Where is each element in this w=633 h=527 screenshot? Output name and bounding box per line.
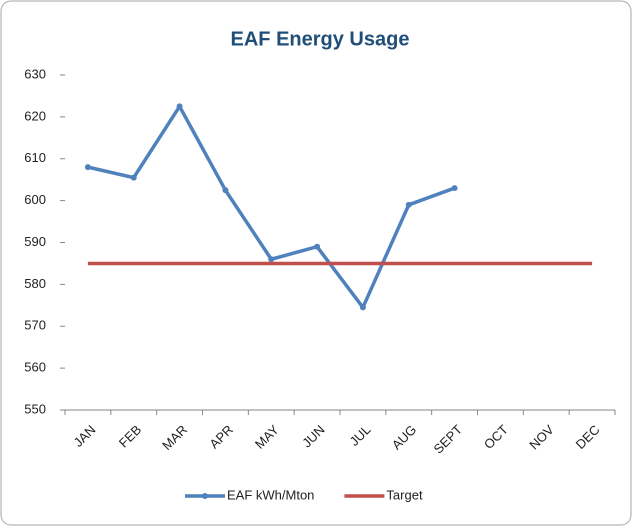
legend-label: EAF kWh/Mton — [227, 487, 314, 502]
y-tick-label: 580 — [24, 276, 46, 291]
series-marker — [176, 103, 183, 110]
y-tick-label: 550 — [24, 401, 46, 416]
series-marker — [451, 185, 458, 192]
y-tick-label: 600 — [24, 192, 46, 207]
series-marker — [405, 201, 412, 208]
chart-title: EAF Energy Usage — [231, 28, 410, 50]
y-tick-label: 630 — [24, 66, 46, 81]
y-tick-label: 570 — [24, 318, 46, 333]
series-marker — [359, 304, 366, 311]
series-marker — [130, 174, 137, 181]
y-tick-label: 610 — [24, 150, 46, 165]
series-marker — [268, 256, 275, 263]
y-tick-label: 590 — [24, 234, 46, 249]
legend-label: Target — [386, 487, 423, 502]
legend-marker — [202, 493, 208, 499]
y-tick-label: 560 — [24, 360, 46, 375]
series-marker — [222, 187, 229, 194]
series-marker — [84, 164, 91, 171]
y-tick-label: 620 — [24, 108, 46, 123]
series-marker — [314, 243, 321, 250]
